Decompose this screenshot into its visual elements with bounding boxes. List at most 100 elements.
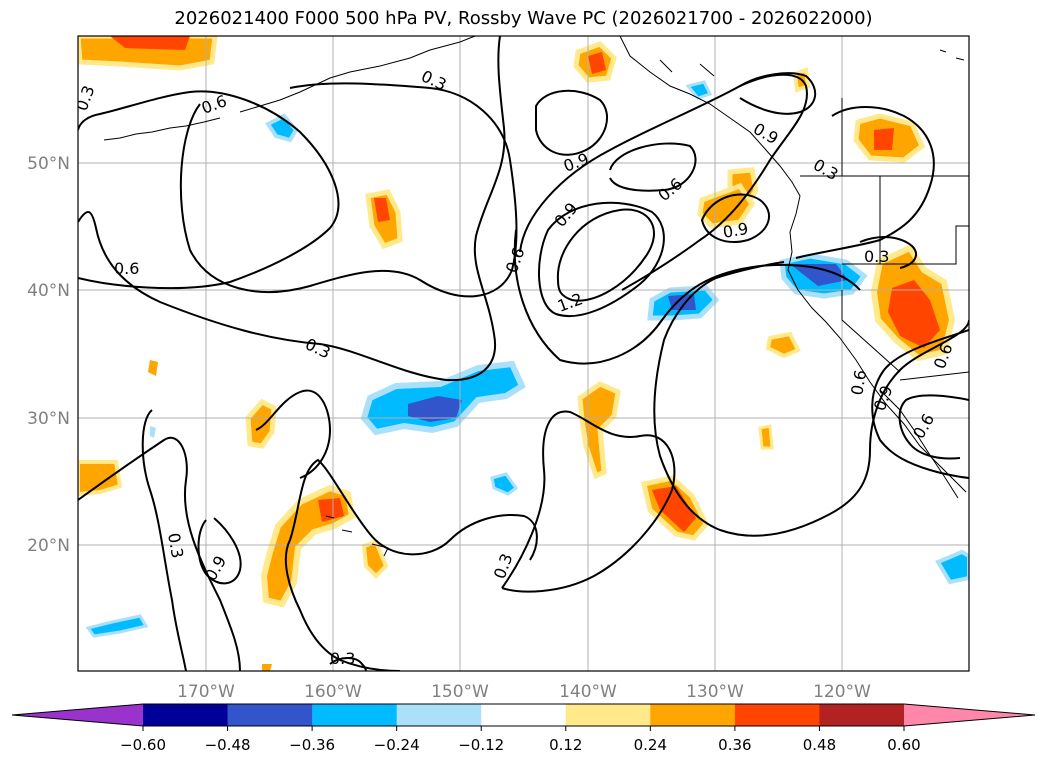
pv-positive-blob <box>888 280 940 348</box>
lat-label-20n: 20°N <box>27 536 70 556</box>
pv-contour-1.2 <box>556 208 655 302</box>
map-title: 2026021400 F000 500 hPa PV, Rossby Wave … <box>174 8 873 29</box>
pv-positive-blob <box>110 36 190 50</box>
pv-contour-0.3 <box>78 436 241 671</box>
pv-negative-blob <box>150 426 156 438</box>
colorbar-tick-label: −0.60 <box>120 736 166 754</box>
west-coast-detail <box>659 49 965 77</box>
pv-negative-blob <box>685 80 713 100</box>
pv-contour-0.3 <box>78 36 506 382</box>
pv-positive-blob <box>78 460 123 497</box>
pv-contour-0.9 <box>538 201 665 318</box>
lat-label-30n: 30°N <box>27 409 70 429</box>
pv-contour-0.6 <box>179 82 518 298</box>
pv-contour-0.9 <box>197 517 242 585</box>
pv-positive-blob <box>318 498 344 522</box>
coastlines <box>103 36 969 557</box>
lon-label-170w: 170°W <box>177 682 235 702</box>
pv-contour-0.3 <box>329 657 367 671</box>
lon-label-140w: 140°W <box>559 682 617 702</box>
lon-label-130w: 130°W <box>686 682 744 702</box>
pv-positive-blob <box>652 486 696 532</box>
pv-negative-blob <box>490 472 519 496</box>
pv-negative-blob <box>935 549 969 585</box>
colorbar-bin <box>565 704 651 726</box>
pv-positive-blob <box>262 664 272 671</box>
contour-label: 0.3 <box>330 649 355 668</box>
pv-positive-blob <box>758 424 774 450</box>
pv-negative-blob <box>85 614 149 638</box>
pv-positive-blob <box>697 182 756 229</box>
pv-negative-blob <box>408 396 462 422</box>
colorbar-tick-label: 0.48 <box>803 736 836 754</box>
colorbar-tick-label: 0.36 <box>718 736 751 754</box>
state-boundary <box>841 290 901 373</box>
pv-contour-0.9 <box>609 142 697 192</box>
pv-contour-0.6 <box>519 73 808 291</box>
pv-positive-blob <box>245 398 277 449</box>
pv-contour-0.6 <box>513 229 861 365</box>
colorbar-extend-high <box>904 704 1035 726</box>
pv-contour-0.9 <box>535 89 609 156</box>
pv-contour-0.6 <box>871 329 969 479</box>
colorbar-bin <box>227 704 313 726</box>
alaska-coast <box>239 36 476 113</box>
colorbar-extend-low <box>12 704 143 726</box>
state-boundary <box>842 225 969 265</box>
colorbar-bin <box>481 704 567 726</box>
colorbar: −0.60 −0.48 −0.36 −0.24 −0.12 0.12 0.24 0.36 0.4… <box>11 703 1036 754</box>
british-columbia-coast <box>787 213 967 493</box>
lon-label-150w: 150°W <box>431 682 489 702</box>
lon-label-120w: 120°W <box>813 682 871 702</box>
longitude-labels: 170°W 160°W 150°W 140°W 130°W 120°W <box>177 682 871 702</box>
pv-positive-blob <box>765 331 801 359</box>
graticule <box>78 36 969 671</box>
contour-label: 0.9 <box>721 219 749 242</box>
colorbar-bin <box>650 704 736 726</box>
pv-contour-0.3 <box>141 409 187 671</box>
pv-contour-0.3 <box>795 106 935 259</box>
pv-contour-0.3 <box>501 410 676 593</box>
aleutian-islands <box>103 117 221 141</box>
colorbar-bin <box>734 704 820 726</box>
pv-contours <box>78 36 969 671</box>
colorbar-tick-label: −0.24 <box>374 736 420 754</box>
pv-contour-0.3 <box>255 389 332 479</box>
pv-positive-blob <box>361 539 389 579</box>
colorbar-tick-label: 0.60 <box>887 736 920 754</box>
colorbar-bin <box>819 704 905 726</box>
colorbar-bin <box>312 704 398 726</box>
colorbar-tick-label: 0.12 <box>549 736 582 754</box>
pv-positive-blob <box>374 198 390 222</box>
colorbar-bin <box>396 704 482 726</box>
pv-contour-0.9 <box>898 394 969 460</box>
pv-contour-0.6 <box>78 90 340 290</box>
colorbar-tick-label: −0.12 <box>458 736 504 754</box>
pv-contour-0.3 <box>859 236 917 269</box>
colorbar-tick-label: 0.24 <box>634 736 667 754</box>
pv-contour-0.3 <box>653 261 969 537</box>
lat-label-50n: 50°N <box>27 154 70 174</box>
contour-label: 0.3 <box>164 531 187 559</box>
contour-label: 0.6 <box>847 368 870 396</box>
contour-label: 0.3 <box>864 247 889 266</box>
map-panel: 0.3 0.6 0.3 0.6 0.6 0.9 0.9 0.6 0.9 1.2 … <box>78 36 969 671</box>
colorbar-tick-label: −0.48 <box>205 736 251 754</box>
alaska-panhandle <box>619 36 801 215</box>
pv-contour-0.6 <box>739 72 816 115</box>
baja-california <box>879 389 959 499</box>
latitude-labels: 50°N 40°N 30°N 20°N <box>27 154 70 556</box>
pv-positive-blob <box>874 128 894 150</box>
contour-label: 0.6 <box>114 259 139 278</box>
pv-negative-blob <box>790 264 848 286</box>
pv-positive-blob <box>588 52 606 74</box>
colorbar-tick-label: −0.36 <box>289 736 335 754</box>
lat-label-40n: 40°N <box>27 281 70 301</box>
lon-label-160w: 160°W <box>304 682 362 702</box>
pv-contour-0.9 <box>700 193 770 243</box>
pv-shading <box>78 36 969 671</box>
pv-positive-blob <box>148 360 158 376</box>
us-mexico-border <box>899 371 969 381</box>
colorbar-bin <box>143 704 229 726</box>
